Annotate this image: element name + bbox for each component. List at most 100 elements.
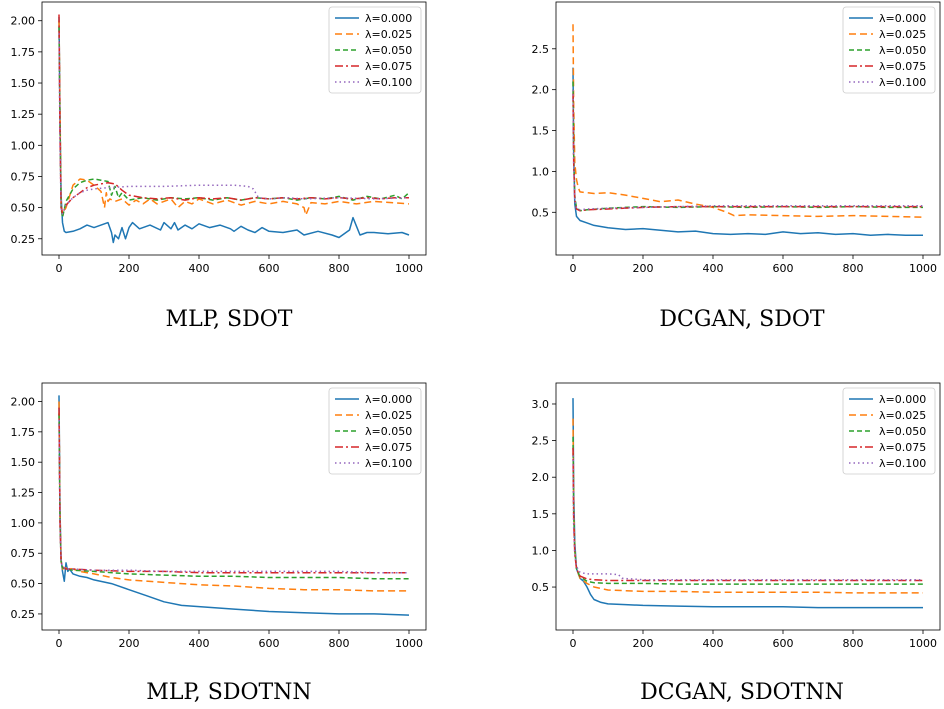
legend-label-2: λ=0.025 <box>879 28 926 41</box>
legend: λ=0.000 λ=0.025 λ=0.050 λ=0.075 λ=0.100 <box>328 387 422 475</box>
panel-caption: MLP, SDOTNN <box>146 680 311 705</box>
legend: λ=0.000 λ=0.025 λ=0.050 λ=0.075 λ=0.100 <box>842 387 936 475</box>
y-tick-label: 2.5 <box>532 43 550 56</box>
legend-label-2: λ=0.025 <box>365 28 412 41</box>
x-tick-label: 600 <box>259 262 280 275</box>
y-tick-label: 1.75 <box>11 426 36 439</box>
series-line-5 <box>572 455 923 581</box>
legend-label-5: λ=0.100 <box>879 76 926 89</box>
legend-label-4: λ=0.075 <box>879 60 926 73</box>
chart-panel-1: 0 200 400 600 800 1000 0.25 0.50 0.75 1.00 1.25 1.5… <box>11 1 427 332</box>
legend-label-3: λ=0.050 <box>365 44 412 57</box>
series-line-4 <box>572 93 923 212</box>
x-tick-label: 400 <box>189 262 210 275</box>
y-tick-label: 1.25 <box>11 108 36 121</box>
y-tick-label: 1.5 <box>532 508 550 521</box>
y-tick-label: 2.0 <box>532 471 550 484</box>
x-tick-label: 0 <box>56 637 63 650</box>
y-tick-label: 1.75 <box>11 46 36 59</box>
chart-panel-2: 0 200 400 600 800 10000.51.01.52.02.5λ=0.000λ… <box>532 1 941 332</box>
legend-label-1: λ=0.000 <box>365 393 412 406</box>
legend-label-3: λ=0.050 <box>365 425 412 438</box>
x-tick-label: 800 <box>329 637 350 650</box>
y-tick-label: 0.50 <box>11 578 36 591</box>
series-line-5 <box>58 33 410 215</box>
legend-label-4: λ=0.075 <box>365 441 412 454</box>
x-tick-label: 800 <box>329 262 350 275</box>
y-tick-label: 1.50 <box>11 77 36 90</box>
x-tick-label: 400 <box>703 262 724 275</box>
x-tick-label: 600 <box>259 637 280 650</box>
series-group <box>58 14 410 244</box>
legend-label-3: λ=0.050 <box>879 44 926 57</box>
x-tick-label: 400 <box>189 637 210 650</box>
legend-box <box>842 387 936 475</box>
legend-label-4: λ=0.075 <box>879 441 926 454</box>
series-line-1 <box>58 395 410 616</box>
y-tick-label: 1.50 <box>11 456 36 469</box>
legend: λ=0.000 λ=0.025 λ=0.050 λ=0.075 λ=0.100 <box>328 6 422 94</box>
y-tick-label: 0.25 <box>11 608 36 621</box>
x-tick-label: 0 <box>570 637 577 650</box>
series-group <box>572 398 923 609</box>
series-line-2 <box>58 20 410 216</box>
legend-label-1: λ=0.000 <box>879 393 926 406</box>
series-group <box>58 395 410 616</box>
series-group <box>572 24 924 236</box>
x-tick-label: 1000 <box>909 262 937 275</box>
x-tick-label: 0 <box>56 262 63 275</box>
series-line-4 <box>58 14 409 215</box>
legend-label-1: λ=0.000 <box>879 12 926 25</box>
chart-panel-3: 0 200 400 600 800 1000 0.25 0.50 0.75 1.00 1.25 1.5… <box>11 382 427 705</box>
legend-label-5: λ=0.100 <box>365 457 412 470</box>
axes-frame <box>555 1 941 256</box>
legend-label-5: λ=0.100 <box>879 457 926 470</box>
y-tick-label: 1.0 <box>532 165 550 178</box>
x-tick-label: 1000 <box>395 262 423 275</box>
x-tick-label: 400 <box>703 637 724 650</box>
series-line-3 <box>572 81 923 212</box>
x-tick-label: 200 <box>119 262 140 275</box>
y-tick-label: 2.5 <box>532 435 550 448</box>
legend-box <box>328 387 422 475</box>
y-tick-label: 1.0 <box>532 544 550 557</box>
x-tick-label: 200 <box>633 262 654 275</box>
x-tick-label: 800 <box>843 637 864 650</box>
x-tick-label: 600 <box>773 637 794 650</box>
chart-panel-4: 0 200 400 600 800 1000 0.5 1.0 1.5 2.0 2.5 3.0 λ=0.0… <box>532 382 941 705</box>
axes-frame <box>41 1 427 256</box>
x-tick-label: 200 <box>119 637 140 650</box>
x-tick-label: 0 <box>570 262 577 275</box>
series-line-5 <box>58 419 409 574</box>
y-tick-label: 2.00 <box>11 395 36 408</box>
legend-label-2: λ=0.025 <box>365 409 412 422</box>
y-tick-label: 0.5 <box>532 206 550 219</box>
legend: λ=0.000 λ=0.025 λ=0.050 λ=0.075 λ=0.100 <box>842 6 936 94</box>
axes-frame <box>41 382 427 631</box>
legend-label-1: λ=0.000 <box>365 12 412 25</box>
y-tick-label: 0.50 <box>11 202 36 215</box>
y-tick-label: 1.00 <box>11 139 36 152</box>
y-tick-label: 0.75 <box>11 170 36 183</box>
y-tick-label: 0.5 <box>532 581 550 594</box>
legend-box <box>328 6 422 94</box>
legend-label-5: λ=0.100 <box>365 76 412 89</box>
panel-caption: DCGAN, SDOT <box>659 307 825 332</box>
x-tick-label: 600 <box>773 262 794 275</box>
y-tick-label: 3.0 <box>532 398 550 411</box>
legend-label-2: λ=0.025 <box>879 409 926 422</box>
y-tick-label: 0.75 <box>11 547 36 560</box>
series-line-1 <box>58 16 410 244</box>
panel-caption: DCGAN, SDOTNN <box>640 680 844 705</box>
series-line-2 <box>572 24 924 218</box>
y-tick-label: 1.25 <box>11 487 36 500</box>
legend-label-3: λ=0.050 <box>879 425 926 438</box>
y-tick-label: 1.00 <box>11 517 36 530</box>
y-tick-label: 0.25 <box>11 233 36 246</box>
series-line-1 <box>572 67 923 236</box>
panel-caption: MLP, SDOT <box>166 307 293 332</box>
legend-label-4: λ=0.075 <box>365 60 412 73</box>
x-tick-label: 800 <box>843 262 864 275</box>
y-tick-label: 2.0 <box>532 84 550 97</box>
